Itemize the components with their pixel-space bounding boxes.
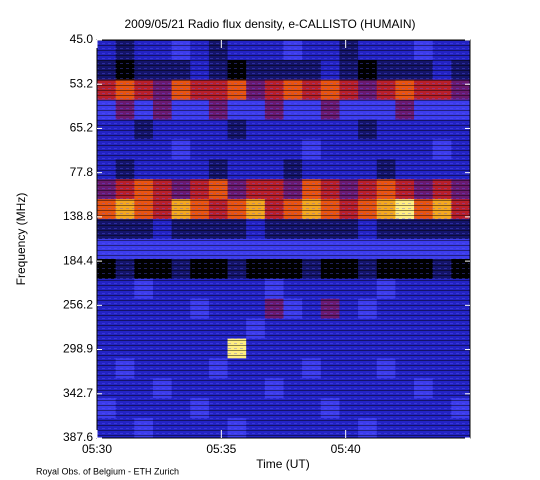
x-tick-label: 05:30 xyxy=(82,442,112,456)
y-tick-label: 45.0 xyxy=(70,32,94,46)
y-tick-label: 138.8 xyxy=(63,209,93,223)
y-tick-label: 184.4 xyxy=(63,253,93,267)
plot-frame xyxy=(96,39,471,439)
y-tick-label: 342.7 xyxy=(63,386,93,400)
y-tick-label: 65.2 xyxy=(70,121,94,135)
y-tick-label: 298.9 xyxy=(63,342,93,356)
x-tick-label: 05:40 xyxy=(331,442,361,456)
y-tick-label: 256.2 xyxy=(63,298,93,312)
x-axis-label: Time (UT) xyxy=(256,457,310,471)
x-tick-label: 05:35 xyxy=(206,442,236,456)
axes: 45.0 53.2 65.2 77.8 138.8 184.4 256.2 298.9 342.… xyxy=(63,32,471,456)
y-tick-label: 387.6 xyxy=(63,430,93,444)
footer: Royal Obs. of Belgium - ETH Zurich xyxy=(36,466,179,476)
texture xyxy=(97,40,470,438)
chart-title: 2009/05/21 Radio flux density, e-CALLIST… xyxy=(124,17,415,31)
y-tick-label: 53.2 xyxy=(70,76,94,90)
y-axis-label: Frequency (MHz) xyxy=(14,193,28,286)
y-tick-label: 77.8 xyxy=(70,165,94,179)
